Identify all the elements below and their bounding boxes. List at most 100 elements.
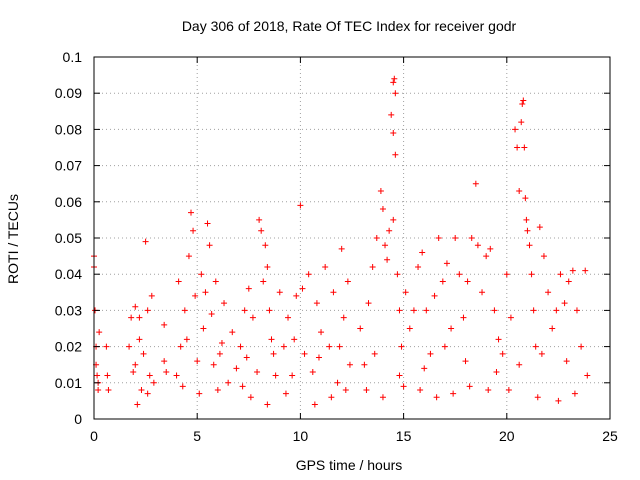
data-point	[161, 321, 168, 328]
x-axis-tick-labels: 0 5 10 15 20 25	[90, 428, 618, 444]
data-point	[534, 394, 541, 401]
data-point	[216, 350, 223, 357]
data-point	[400, 383, 407, 390]
x-axis-label: GPS time / hours	[296, 457, 403, 473]
data-point	[549, 325, 556, 332]
data-point	[322, 263, 329, 270]
data-point	[503, 271, 510, 278]
x-tick-label: 5	[193, 428, 201, 444]
data-point	[204, 220, 211, 227]
data-point	[299, 285, 306, 292]
data-point	[396, 307, 403, 314]
data-point	[485, 387, 492, 394]
data-point	[369, 263, 376, 270]
data-point	[272, 372, 279, 379]
data-point	[518, 119, 525, 126]
data-point	[363, 387, 370, 394]
data-point	[138, 387, 145, 394]
data-point	[557, 271, 564, 278]
data-point	[532, 343, 539, 350]
data-point	[524, 227, 531, 234]
data-point	[523, 216, 530, 223]
data-point	[472, 180, 479, 187]
data-point	[210, 361, 217, 368]
data-point	[105, 387, 112, 394]
data-point	[136, 314, 143, 321]
data-points	[91, 75, 591, 408]
data-point	[555, 397, 562, 404]
data-point	[520, 97, 527, 104]
data-point	[406, 325, 413, 332]
data-point	[190, 227, 197, 234]
data-point	[427, 350, 434, 357]
data-point	[563, 358, 570, 365]
data-point	[394, 271, 401, 278]
data-point	[419, 249, 426, 256]
data-point	[183, 336, 190, 343]
data-point	[328, 394, 335, 401]
data-point	[342, 387, 349, 394]
data-point	[258, 227, 265, 234]
data-point	[188, 209, 195, 216]
data-point	[293, 292, 300, 299]
data-point	[431, 292, 438, 299]
data-point	[505, 387, 512, 394]
data-point	[357, 325, 364, 332]
data-point	[136, 336, 143, 343]
data-point	[179, 383, 186, 390]
data-point	[142, 238, 149, 245]
data-point	[545, 289, 552, 296]
data-point	[491, 307, 498, 314]
data-point	[239, 383, 246, 390]
data-point	[233, 365, 240, 372]
data-point	[313, 300, 320, 307]
data-point	[181, 307, 188, 314]
data-point	[268, 336, 275, 343]
data-point	[392, 90, 399, 97]
data-point	[96, 329, 103, 336]
data-point	[569, 267, 576, 274]
data-point	[379, 394, 386, 401]
data-point	[245, 285, 252, 292]
data-point	[262, 242, 269, 249]
data-point	[338, 245, 345, 252]
y-axis-label: ROTI / TECUs	[5, 194, 21, 284]
data-point	[276, 289, 283, 296]
grid-lines	[94, 57, 610, 419]
data-point	[582, 267, 589, 274]
data-point	[249, 314, 256, 321]
data-point	[450, 390, 457, 397]
data-point	[493, 368, 500, 375]
y-tick-label: 0.01	[55, 375, 82, 391]
data-point	[254, 368, 261, 375]
data-point	[448, 325, 455, 332]
data-point	[417, 387, 424, 394]
data-point	[410, 307, 417, 314]
data-point	[346, 361, 353, 368]
data-point	[95, 387, 102, 394]
data-point	[285, 314, 292, 321]
data-point	[336, 343, 343, 350]
data-point	[309, 368, 316, 375]
data-point	[206, 242, 213, 249]
data-point	[282, 390, 289, 397]
data-point	[128, 314, 135, 321]
data-point	[382, 242, 389, 249]
data-point	[270, 350, 277, 357]
data-point	[512, 126, 519, 133]
data-point	[415, 263, 422, 270]
data-point	[365, 300, 372, 307]
data-point	[311, 401, 318, 408]
y-tick-label: 0.05	[55, 230, 82, 246]
data-point	[163, 368, 170, 375]
data-point	[266, 307, 273, 314]
data-point	[521, 144, 528, 151]
data-point	[516, 361, 523, 368]
data-point	[218, 339, 225, 346]
x-tick-label: 10	[293, 428, 309, 444]
data-point	[565, 278, 572, 285]
data-point	[173, 372, 180, 379]
data-point	[289, 372, 296, 379]
data-point	[396, 372, 403, 379]
